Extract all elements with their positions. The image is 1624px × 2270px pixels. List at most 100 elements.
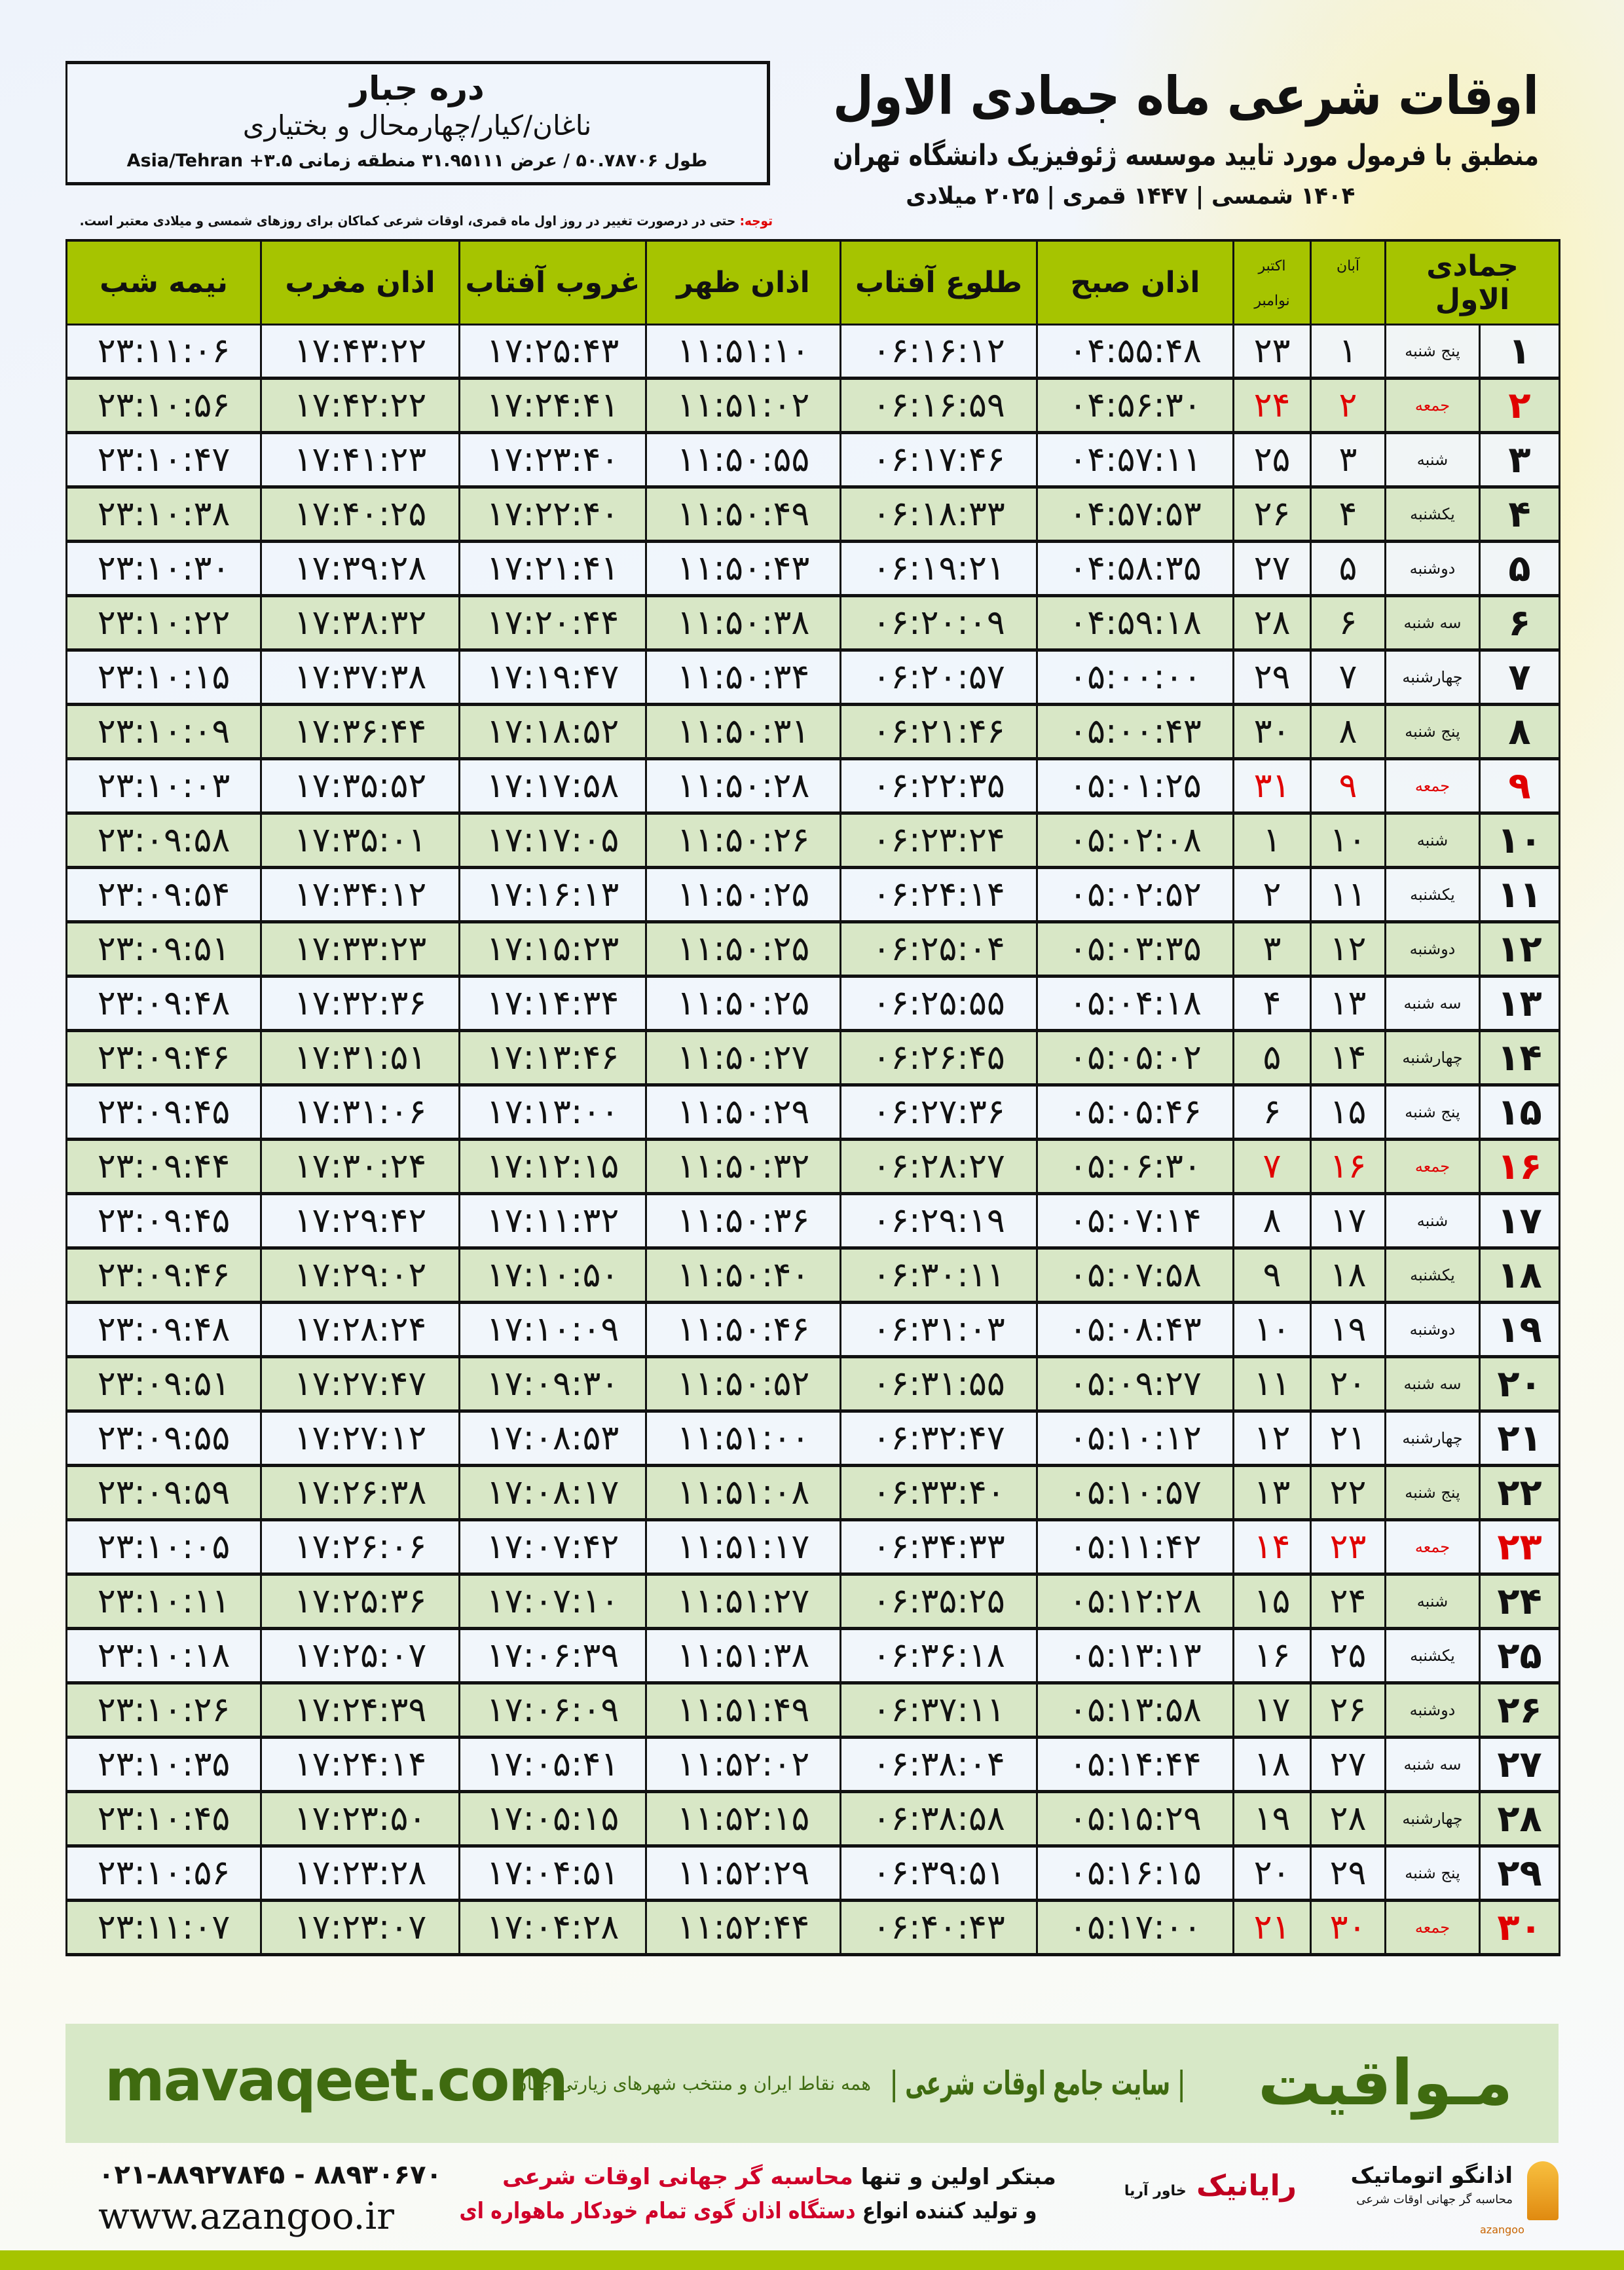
table-row: ۳۰ جمعه ۳۰ ۲۱ ۰۵:۱۷:۰۰ ۰۶:۴۰:۴۳ ۱۱:۵۲:۴۴ ۱۷:۰۴:… bbox=[65, 1899, 1561, 1956]
cell-maghrib: ۱۷:۲۷:۱۲ bbox=[260, 1410, 460, 1467]
promo-line2-highlight: دستگاه اذان گوی تمام خودکار ماهواره ای bbox=[459, 2198, 856, 2224]
cell-day: ۲۶ bbox=[1479, 1682, 1561, 1739]
cell-day: ۸ bbox=[1479, 703, 1561, 760]
col-gregorian: اکتبر نوامبر bbox=[1232, 239, 1312, 326]
table-row: ۲ جمعه ۲ ۲۴ ۰۴:۵۶:۳۰ ۰۶:۱۶:۵۹ ۱۱:۵۱:۰۲ ۱۷:۲۴:۴۱… bbox=[65, 377, 1561, 434]
cell-dhuhr: ۱۱:۵۰:۳۴ bbox=[645, 649, 841, 706]
cell-day: ۶ bbox=[1479, 595, 1561, 652]
cell-sunrise: ۰۶:۳۲:۴۷ bbox=[840, 1410, 1038, 1467]
cell-greg: ۱۷ bbox=[1232, 1682, 1312, 1739]
cell-aban: ۸ bbox=[1310, 703, 1386, 760]
cell-sunrise: ۰۶:۲۸:۲۷ bbox=[840, 1138, 1038, 1195]
cell-greg: ۱۳ bbox=[1232, 1464, 1312, 1521]
table-row: ۱۸ یکشنبه ۱۸ ۹ ۰۵:۰۷:۵۸ ۰۶:۳۰:۱۱ ۱۱:۵۰:۴۰ ۱۷:۱۰… bbox=[65, 1247, 1561, 1304]
cell-maghrib: ۱۷:۴۰:۲۵ bbox=[260, 486, 460, 543]
table-row: ۹ جمعه ۹ ۳۱ ۰۵:۰۱:۲۵ ۰۶:۲۲:۳۵ ۱۱:۵۰:۲۸ ۱۷:۱۷:۵۸… bbox=[65, 758, 1561, 815]
cell-greg: ۲۸ bbox=[1232, 595, 1312, 652]
cell-fajr: ۰۴:۵۵:۴۸ bbox=[1036, 324, 1234, 380]
cell-day: ۱۳ bbox=[1479, 975, 1561, 1032]
cell-sunset: ۱۷:۱۳:۴۶ bbox=[458, 1030, 647, 1087]
cell-midnight: ۲۳:۰۹:۴۵ bbox=[65, 1084, 262, 1141]
cell-dhuhr: ۱۱:۵۰:۲۹ bbox=[645, 1084, 841, 1141]
col-fajr: اذان صبح bbox=[1036, 239, 1234, 326]
cell-weekday: دوشنبه bbox=[1384, 921, 1481, 978]
cell-midnight: ۲۳:۱۰:۰۳ bbox=[65, 758, 262, 815]
cell-maghrib: ۱۷:۳۱:۵۱ bbox=[260, 1030, 460, 1087]
cell-aban: ۶ bbox=[1310, 595, 1386, 652]
mavaqeet-url[interactable]: mavaqeet.com bbox=[105, 2047, 568, 2114]
cell-aban: ۱۶ bbox=[1310, 1138, 1386, 1195]
cell-maghrib: ۱۷:۴۲:۲۲ bbox=[260, 377, 460, 434]
cell-greg: ۱۲ bbox=[1232, 1410, 1312, 1467]
cell-fajr: ۰۵:۰۷:۱۴ bbox=[1036, 1193, 1234, 1250]
cell-fajr: ۰۵:۱۶:۱۵ bbox=[1036, 1845, 1234, 1902]
promo-line1-highlight: محاسبه گر جهانی اوقات شرعی bbox=[502, 2164, 853, 2190]
cell-dhuhr: ۱۱:۵۱:۱۰ bbox=[645, 324, 841, 380]
cell-day: ۱۸ bbox=[1479, 1247, 1561, 1304]
cell-aban: ۳۰ bbox=[1310, 1899, 1386, 1956]
cell-fajr: ۰۵:۱۵:۲۹ bbox=[1036, 1791, 1234, 1848]
cell-sunrise: ۰۶:۱۶:۱۲ bbox=[840, 324, 1038, 380]
cell-sunset: ۱۷:۲۱:۴۱ bbox=[458, 540, 647, 597]
cell-dhuhr: ۱۱:۵۰:۴۳ bbox=[645, 540, 841, 597]
mavaqeet-logo: مـواقیت bbox=[1257, 2046, 1513, 2119]
cell-weekday: چهارشنبه bbox=[1384, 1410, 1481, 1467]
location-region: ناغان/کیار/چهارمحال و بختیاری bbox=[242, 109, 592, 141]
cell-sunset: ۱۷:۲۴:۴۱ bbox=[458, 377, 647, 434]
cell-sunset: ۱۷:۰۷:۴۲ bbox=[458, 1519, 647, 1576]
cell-greg: ۲۰ bbox=[1232, 1845, 1312, 1902]
cell-midnight: ۲۳:۱۱:۰۶ bbox=[65, 324, 262, 380]
cell-fajr: ۰۵:۱۳:۵۸ bbox=[1036, 1682, 1234, 1739]
cell-aban: ۱۱ bbox=[1310, 866, 1386, 923]
azangoo-url[interactable]: www.azangoo.ir bbox=[98, 2195, 395, 2238]
cell-fajr: ۰۵:۱۰:۱۲ bbox=[1036, 1410, 1234, 1467]
table-row: ۲۷ سه شنبه ۲۷ ۱۸ ۰۵:۱۴:۴۴ ۰۶:۳۸:۰۴ ۱۱:۵۲:۰۲ ۱۷:… bbox=[65, 1736, 1561, 1793]
promo-line1-box: مبتکر اولین و تنها محاسبه گر جهانی اوقات… bbox=[485, 2161, 1074, 2193]
cell-aban: ۲۷ bbox=[1310, 1736, 1386, 1793]
cell-midnight: ۲۳:۱۰:۴۵ bbox=[65, 1791, 262, 1848]
cell-dhuhr: ۱۱:۵۲:۲۹ bbox=[645, 1845, 841, 1902]
cell-dhuhr: ۱۱:۵۰:۴۹ bbox=[645, 486, 841, 543]
cell-dhuhr: ۱۱:۵۲:۱۵ bbox=[645, 1791, 841, 1848]
table-row: ۲۴ شنبه ۲۴ ۱۵ ۰۵:۱۲:۲۸ ۰۶:۳۵:۲۵ ۱۱:۵۱:۲۷ ۱۷:۰۷:… bbox=[65, 1573, 1561, 1630]
cell-dhuhr: ۱۱:۵۰:۲۸ bbox=[645, 758, 841, 815]
cell-sunrise: ۰۶:۳۱:۵۵ bbox=[840, 1356, 1038, 1413]
col-aban: آبان bbox=[1310, 239, 1386, 326]
cell-weekday: یکشنبه bbox=[1384, 1628, 1481, 1684]
cell-greg: ۱۸ bbox=[1232, 1736, 1312, 1793]
cell-aban: ۱۸ bbox=[1310, 1247, 1386, 1304]
notice: توجه: حتی در درصورت تغییر در روز اول ماه… bbox=[80, 211, 773, 231]
cell-sunset: ۱۷:۱۷:۵۸ bbox=[458, 758, 647, 815]
cell-maghrib: ۱۷:۲۴:۳۹ bbox=[260, 1682, 460, 1739]
promo-line2-box: و تولید کننده انواع دستگاه اذان گوی تمام… bbox=[460, 2195, 1037, 2227]
cell-day: ۲۵ bbox=[1479, 1628, 1561, 1684]
cell-maghrib: ۱۷:۲۸:۲۴ bbox=[260, 1301, 460, 1358]
cell-sunrise: ۰۶:۱۸:۳۳ bbox=[840, 486, 1038, 543]
cell-dhuhr: ۱۱:۵۰:۲۷ bbox=[645, 1030, 841, 1087]
cell-sunset: ۱۷:۱۲:۱۵ bbox=[458, 1138, 647, 1195]
cell-greg: ۴ bbox=[1232, 975, 1312, 1032]
cell-sunrise: ۰۶:۲۷:۳۶ bbox=[840, 1084, 1038, 1141]
azangoo-name: اذانگو اتوماتیک bbox=[1350, 2163, 1513, 2189]
location-name: دره جبار bbox=[350, 69, 485, 107]
cell-maghrib: ۱۷:۳۳:۲۳ bbox=[260, 921, 460, 978]
cell-sunset: ۱۷:۰۵:۱۵ bbox=[458, 1791, 647, 1848]
cell-midnight: ۲۳:۱۰:۵۶ bbox=[65, 377, 262, 434]
table-row: ۱۶ جمعه ۱۶ ۷ ۰۵:۰۶:۳۰ ۰۶:۲۸:۲۷ ۱۱:۵۰:۳۲ ۱۷:۱۲:۱… bbox=[65, 1138, 1561, 1195]
cell-sunset: ۱۷:۰۸:۵۳ bbox=[458, 1410, 647, 1467]
cell-midnight: ۲۳:۰۹:۵۹ bbox=[65, 1464, 262, 1521]
cell-aban: ۵ bbox=[1310, 540, 1386, 597]
notice-text: حتی در درصورت تغییر در روز اول ماه قمری،… bbox=[79, 213, 740, 229]
col-dhuhr: اذان ظهر bbox=[645, 239, 841, 326]
cell-day: ۲۲ bbox=[1479, 1464, 1561, 1521]
table-row: ۲۳ جمعه ۲۳ ۱۴ ۰۵:۱۱:۴۲ ۰۶:۳۴:۳۳ ۱۱:۵۱:۱۷ ۱۷:۰۷:… bbox=[65, 1519, 1561, 1576]
cell-fajr: ۰۵:۱۳:۱۳ bbox=[1036, 1628, 1234, 1684]
cell-midnight: ۲۳:۱۰:۳۵ bbox=[65, 1736, 262, 1793]
cell-maghrib: ۱۷:۲۹:۰۲ bbox=[260, 1247, 460, 1304]
cell-dhuhr: ۱۱:۵۲:۰۲ bbox=[645, 1736, 841, 1793]
table-row: ۳ شنبه ۳ ۲۵ ۰۴:۵۷:۱۱ ۰۶:۱۷:۴۶ ۱۱:۵۰:۵۵ ۱۷:۲۳:۴۰… bbox=[65, 432, 1561, 489]
cell-dhuhr: ۱۱:۵۰:۳۸ bbox=[645, 595, 841, 652]
col-hijri-day: جمادی الاول bbox=[1384, 239, 1561, 326]
cell-sunrise: ۰۶:۲۶:۴۵ bbox=[840, 1030, 1038, 1087]
cell-day: ۲۸ bbox=[1479, 1791, 1561, 1848]
